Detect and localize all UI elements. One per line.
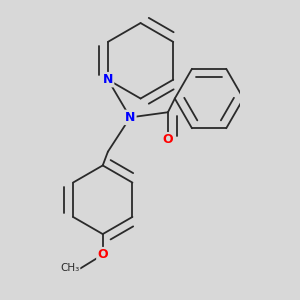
Text: CH₃: CH₃ [61,263,80,273]
Text: N: N [125,111,135,124]
Text: N: N [103,73,113,86]
Text: O: O [98,248,108,261]
Text: O: O [163,133,173,146]
